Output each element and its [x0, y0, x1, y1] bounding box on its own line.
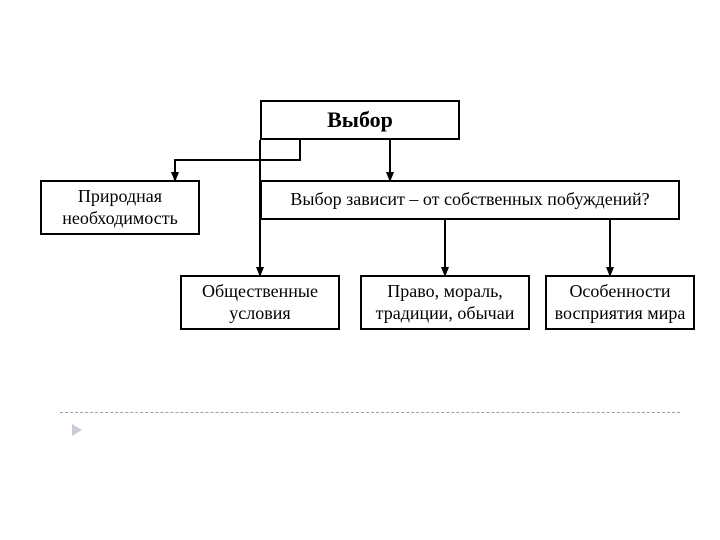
bullet-icon [72, 424, 82, 436]
node-law-morals: Право, мораль, традиции, обычаи [360, 275, 530, 330]
node-root-label: Выбор [327, 107, 393, 133]
node-law-morals-label: Право, мораль, традиции, обычаи [368, 281, 522, 324]
footer-divider [60, 412, 680, 413]
node-root: Выбор [260, 100, 460, 140]
diagram-canvas: Выбор Природная необходимость Выбор зави… [0, 0, 720, 540]
node-choice-depends-label: Выбор зависит – от собственных побуждени… [290, 189, 649, 211]
connector-layer [0, 0, 720, 540]
node-natural-necessity-label: Природная необходимость [48, 186, 192, 229]
node-natural-necessity: Природная необходимость [40, 180, 200, 235]
node-social-conditions-label: Общественные условия [188, 281, 332, 324]
node-social-conditions: Общественные условия [180, 275, 340, 330]
node-perception: Особенности восприятия мира [545, 275, 695, 330]
node-choice-depends: Выбор зависит – от собственных побуждени… [260, 180, 680, 220]
node-perception-label: Особенности восприятия мира [553, 281, 687, 324]
